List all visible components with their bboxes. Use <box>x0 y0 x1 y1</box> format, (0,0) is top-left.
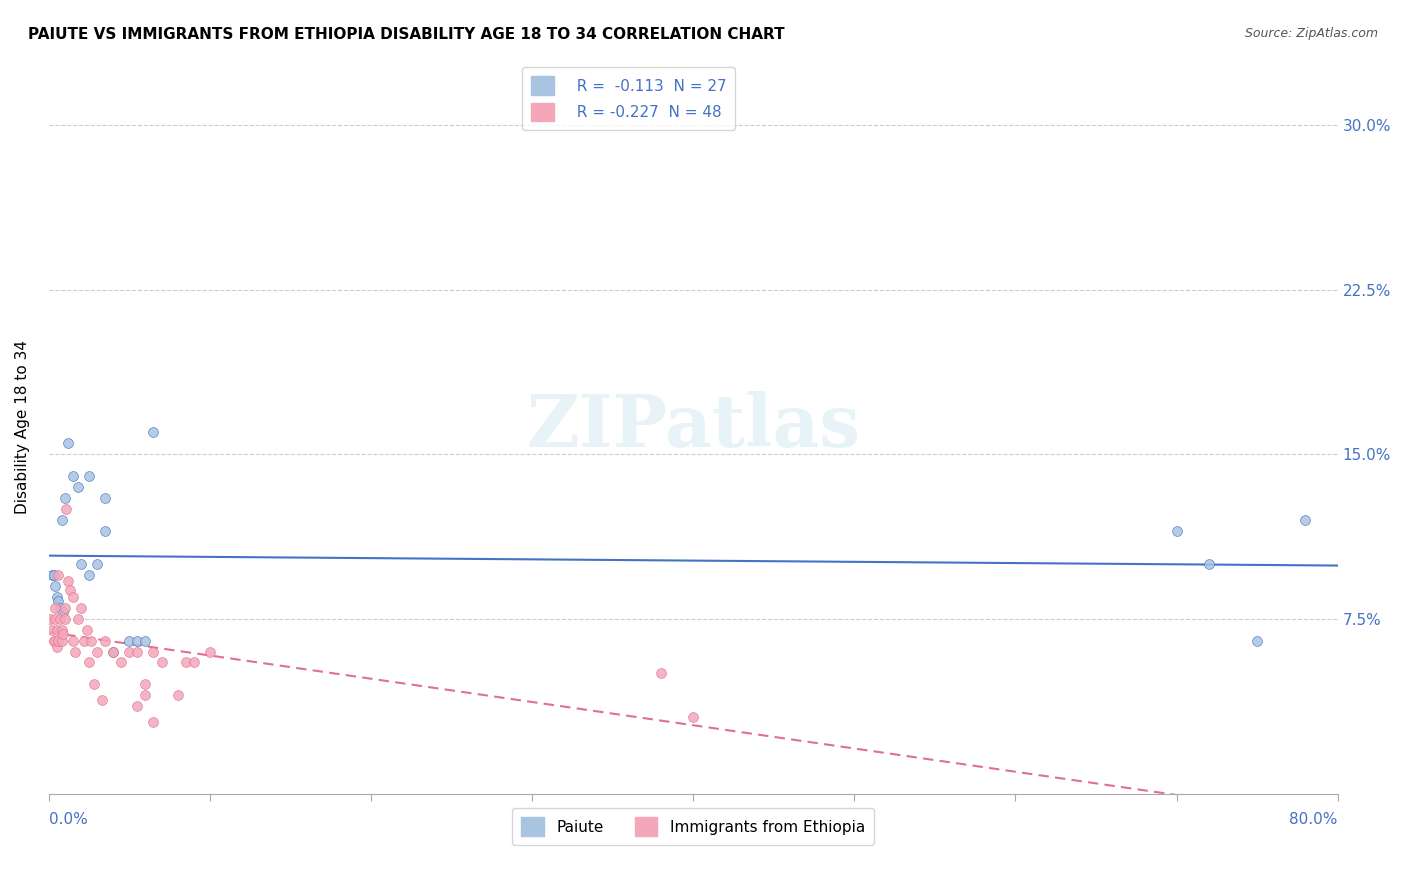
Point <box>77 567 100 582</box>
Point <box>83 677 105 691</box>
Text: 80.0%: 80.0% <box>1289 813 1337 828</box>
Point <box>77 656 100 670</box>
Point <box>56 574 79 589</box>
Point <box>53 600 76 615</box>
Point <box>42 633 65 648</box>
Point <box>86 557 108 571</box>
Point <box>94 524 117 538</box>
Point <box>77 469 100 483</box>
Point <box>94 633 117 648</box>
Point <box>198 644 221 658</box>
Point <box>49 612 72 626</box>
Point <box>79 633 101 648</box>
Point <box>39 612 62 626</box>
Point <box>73 633 96 648</box>
Point <box>110 656 132 670</box>
Point <box>52 605 75 619</box>
Point <box>118 633 141 648</box>
Point <box>682 710 704 724</box>
Point <box>42 567 65 582</box>
Point <box>90 692 112 706</box>
Point <box>142 425 165 440</box>
Point <box>1294 513 1316 527</box>
Point <box>134 689 156 703</box>
Point <box>45 640 67 654</box>
Point <box>48 594 70 608</box>
Point <box>134 633 156 648</box>
Text: Source: ZipAtlas.com: Source: ZipAtlas.com <box>1244 27 1378 40</box>
Point <box>94 491 117 505</box>
Point <box>1198 557 1220 571</box>
Point <box>103 644 125 658</box>
Point <box>103 644 125 658</box>
Point <box>42 633 65 648</box>
Point <box>51 623 73 637</box>
Point <box>127 644 149 658</box>
Point <box>41 623 63 637</box>
Point <box>134 677 156 691</box>
Y-axis label: Disability Age 18 to 34: Disability Age 18 to 34 <box>15 340 30 514</box>
Point <box>1166 524 1188 538</box>
Point <box>44 579 66 593</box>
Point <box>55 502 77 516</box>
Point <box>62 590 84 604</box>
Point <box>45 623 67 637</box>
Point <box>86 644 108 658</box>
Point <box>53 612 76 626</box>
Text: 0.0%: 0.0% <box>49 813 87 828</box>
Point <box>1246 633 1268 648</box>
Text: PAIUTE VS IMMIGRANTS FROM ETHIOPIA DISABILITY AGE 18 TO 34 CORRELATION CHART: PAIUTE VS IMMIGRANTS FROM ETHIOPIA DISAB… <box>28 27 785 42</box>
Point <box>650 666 672 681</box>
Point <box>44 600 66 615</box>
Point <box>53 491 76 505</box>
Point <box>51 633 73 648</box>
Point <box>150 656 173 670</box>
Legend: Paiute, Immigrants from Ethiopia: Paiute, Immigrants from Ethiopia <box>512 808 875 845</box>
Point <box>48 567 70 582</box>
Point <box>59 583 82 598</box>
Point <box>41 567 63 582</box>
Point <box>48 633 70 648</box>
Point <box>62 633 84 648</box>
Point <box>127 633 149 648</box>
Point <box>118 644 141 658</box>
Point <box>166 689 188 703</box>
Point <box>63 644 86 658</box>
Point <box>70 600 93 615</box>
Point <box>44 612 66 626</box>
Point <box>49 600 72 615</box>
Point <box>66 612 89 626</box>
Point <box>183 656 205 670</box>
Point <box>56 436 79 450</box>
Point <box>142 714 165 729</box>
Point <box>174 656 197 670</box>
Point <box>127 699 149 714</box>
Point <box>70 557 93 571</box>
Point <box>62 469 84 483</box>
Point <box>51 513 73 527</box>
Point <box>142 644 165 658</box>
Point <box>76 623 98 637</box>
Point <box>66 480 89 494</box>
Point <box>52 627 75 641</box>
Point <box>45 590 67 604</box>
Text: ZIPatlas: ZIPatlas <box>526 392 860 462</box>
